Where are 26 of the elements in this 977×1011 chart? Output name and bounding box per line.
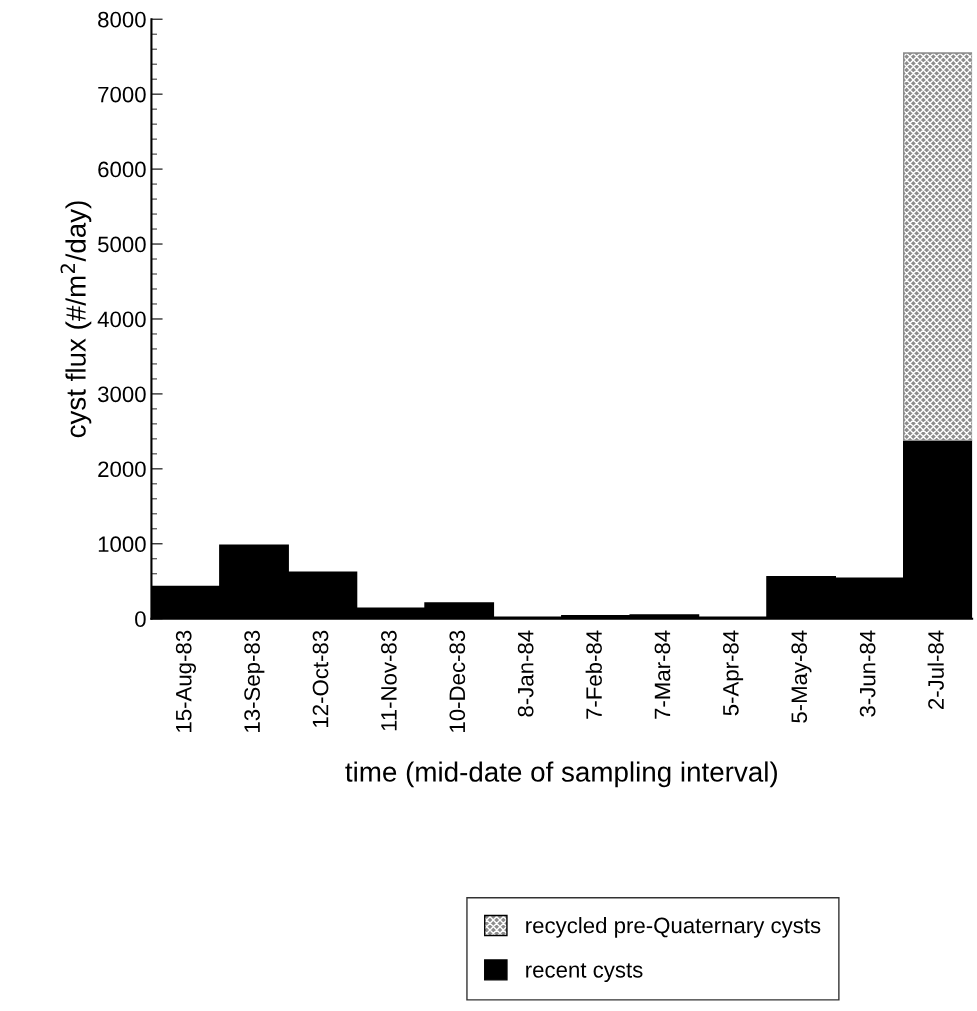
y-tick-label: 6000: [98, 161, 146, 178]
x-tick-label: 12-Oct-83: [312, 630, 329, 727]
x-tick-label: 5-May-84: [791, 630, 812, 723]
y-tick-label: 8000: [98, 11, 146, 28]
x-tick-label: 5-Apr-84: [722, 630, 744, 716]
legend-label: recent cysts: [526, 963, 643, 983]
y-tick-label: 0: [135, 611, 146, 627]
y-tick-label: 2000: [98, 461, 146, 478]
x-tick-label: 13-Sep-83: [244, 630, 265, 732]
y-axis-title: cyst flux (#/m$^{2}$/day): [60, 201, 92, 438]
x-tick-label: 3-Jun-84: [859, 630, 876, 717]
x-tick-label: 2-Jul-84: [927, 630, 944, 709]
y-tick-label: 5000: [98, 236, 146, 253]
y-tick-label: 4000: [97, 311, 146, 328]
x-tick-label: 10-Dec-83: [449, 630, 466, 732]
y-tick-label: 1000: [98, 536, 146, 553]
x-axis-title: time (mid-date of sampling interval): [345, 761, 777, 788]
x-tick-label: 15-Aug-83: [175, 630, 196, 732]
x-tick-label: 7-Mar-84: [654, 630, 671, 719]
x-tick-label: 8-Jan-84: [517, 630, 534, 717]
y-tick-label: 3000: [97, 386, 146, 403]
y-tick-label: 7000: [98, 86, 146, 103]
x-tick-label: 11-Nov-83: [381, 630, 397, 731]
x-tick-label: 7-Feb-84: [585, 630, 602, 719]
bar: [903, 52, 973, 442]
legend-label: recycled pre-Quaternary cysts: [526, 917, 821, 938]
